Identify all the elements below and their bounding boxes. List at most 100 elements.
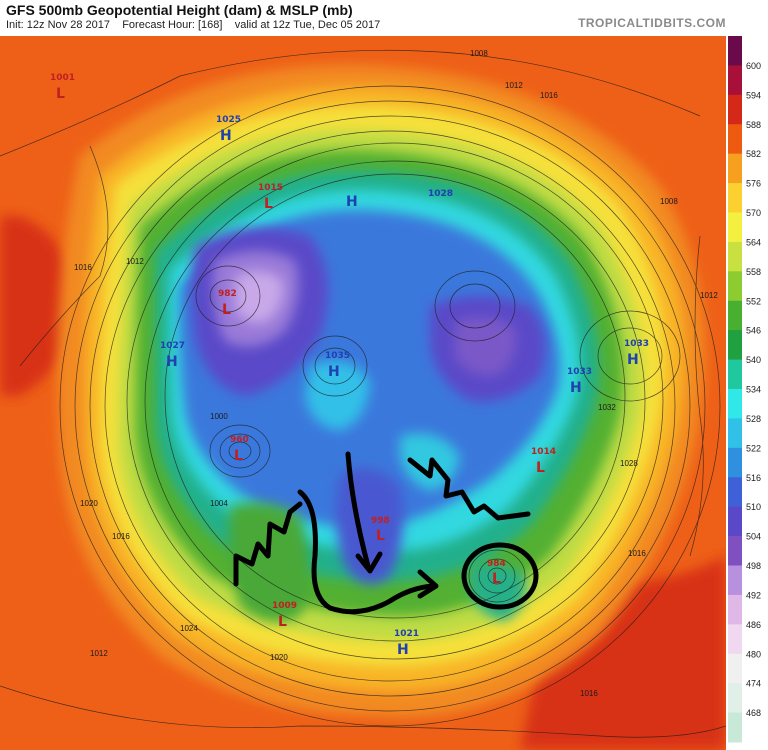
map-header: GFS 500mb Geopotential Height (dam) & MS…: [0, 0, 768, 36]
isobar-label: 1012: [126, 257, 144, 266]
isobar-label: 1016: [628, 549, 646, 558]
isobar-line: [302, 335, 368, 397]
colorbar-tick-label: 498: [746, 561, 761, 571]
colorbar-tick-label: 582: [746, 149, 761, 159]
colorbar-swatch: [728, 477, 742, 508]
colorbar-tick-label: 510: [746, 502, 761, 512]
low-center-marker: L: [222, 302, 231, 318]
isobar-line: [487, 567, 507, 585]
colorbar-tick-label: 600: [746, 61, 761, 71]
colorbar-tick-label: 552: [746, 296, 761, 306]
isobar-label: 1032: [598, 403, 616, 412]
colorbar-swatch: [728, 624, 742, 655]
colorbar-tick-label: 492: [746, 590, 761, 600]
isobar-label: 1008: [660, 197, 678, 206]
colorbar-tick-label: 570: [746, 208, 761, 218]
map-subtitle: Init: 12z Nov 28 2017 Forecast Hour: [16…: [6, 19, 380, 31]
colorbar-swatch: [728, 36, 742, 66]
low-center-value: 1015: [258, 183, 283, 193]
colorbar-swatch: [728, 565, 742, 596]
isobar-line: [468, 549, 526, 603]
isobar-line: [689, 235, 704, 557]
colorbar-swatch: [728, 359, 742, 390]
colorbar-tick-label: 504: [746, 532, 761, 542]
colorbar-swatch: [728, 330, 742, 361]
isobar-line: [0, 49, 701, 157]
height-colorbar: 600 594 588 582 576 570 564 558 552 546 540 534 528 5…: [728, 36, 761, 743]
high-center-marker: H: [166, 354, 178, 370]
isobar-line: [449, 283, 501, 329]
high-center-marker: H: [220, 128, 232, 144]
isobar-lines: [0, 49, 726, 738]
colorbar-swatch: [728, 389, 742, 419]
isobar-line: [219, 433, 261, 469]
isobar-line: [19, 145, 109, 367]
hand-annotations: [233, 451, 539, 615]
isobar-label: 1012: [90, 649, 108, 658]
isobar-line: [89, 115, 691, 697]
low-center-value: 1009: [272, 601, 297, 611]
low-center-marker: L: [264, 196, 273, 212]
isobar-label: 1012: [700, 291, 718, 300]
colorbar-tick-label: 546: [746, 326, 761, 336]
annotation-trough-arrow: [297, 489, 435, 615]
high-pressure-centers: 1025 H 1027 H 1035 H 1033 H 1033 H 1021 …: [160, 115, 649, 658]
annotation-ridge-zigzag: [233, 501, 303, 587]
field-546-ridge: [228, 502, 310, 622]
low-center-marker: L: [278, 614, 287, 630]
annotation-arrowhead: [355, 551, 383, 574]
colorbar-swatch: [728, 212, 742, 243]
low-center-marker: L: [234, 448, 243, 464]
colorbar-tick-label: 474: [746, 679, 761, 689]
forecast-hour-label: Forecast Hour: [168]: [122, 19, 223, 31]
high-center-value: 1033: [624, 339, 649, 349]
low-center-value: 960: [230, 435, 249, 445]
isobar-label: 1004: [210, 499, 228, 508]
colorbar-tick-label: 486: [746, 620, 761, 630]
colorbar-swatch: [728, 506, 742, 537]
high-center-marker: H: [397, 642, 409, 658]
annotation-low-circle: [461, 542, 539, 610]
low-pressure-centers: 1001 L 1015 L 982 L 960 L 998 L 1009 L 9…: [50, 73, 556, 630]
isobar-label: 1016: [74, 263, 92, 272]
isobar-line: [144, 160, 646, 642]
high-center-value: 1025: [216, 115, 241, 125]
brand-watermark: TROPICALTIDBITS.COM: [578, 16, 726, 30]
colorbar-tick-label: 516: [746, 473, 761, 483]
colorbar-swatch: [728, 447, 742, 478]
colorbar-swatch: [728, 712, 742, 743]
colorbar-tick-label: 564: [746, 237, 761, 247]
low-center-value: 998: [371, 516, 390, 526]
low-center-marker: L: [492, 571, 501, 587]
isobar-line: [478, 558, 516, 594]
init-label: Init: 12z Nov 28 2017: [6, 19, 110, 31]
low-center-value: 1014: [531, 447, 556, 457]
low-center-marker: L: [376, 528, 385, 544]
valid-time-label: valid at 12z Tue, Dec 05 2017: [234, 19, 381, 31]
colorbar-tick-label: 558: [746, 267, 761, 277]
colorbar-tick-label: 588: [746, 120, 761, 130]
isobar-label: 1028: [620, 459, 638, 468]
isobar-label: 1020: [270, 653, 288, 662]
isobar-label: 1024: [180, 624, 198, 633]
colorbar-swatch: [728, 241, 742, 272]
colorbar-swatch: [728, 418, 742, 449]
high-center-marker: H: [328, 364, 340, 380]
isobar-labels: 1016 1012 1020 1024 1012 1008 1012 1016 …: [74, 49, 718, 698]
isobar-label: 1016: [580, 689, 598, 698]
colorbar-swatch: [728, 653, 742, 684]
isobar-label: 1016: [112, 532, 130, 541]
colorbar-tick-label: 480: [746, 649, 761, 659]
isobar-line: [228, 441, 252, 461]
isobar-label: 1012: [505, 81, 523, 90]
isobar-label: 1000: [210, 412, 228, 421]
field-486-core: [235, 271, 284, 323]
colorbar-tick-label: 594: [746, 90, 761, 100]
low-center-marker: L: [536, 460, 545, 476]
isobar-line: [164, 173, 626, 619]
isobar-line: [597, 327, 663, 385]
height-field: [0, 36, 726, 750]
annotation-dive-arrow: [345, 451, 371, 569]
isobar-line: [126, 142, 664, 660]
low-center-marker: L: [56, 86, 65, 102]
